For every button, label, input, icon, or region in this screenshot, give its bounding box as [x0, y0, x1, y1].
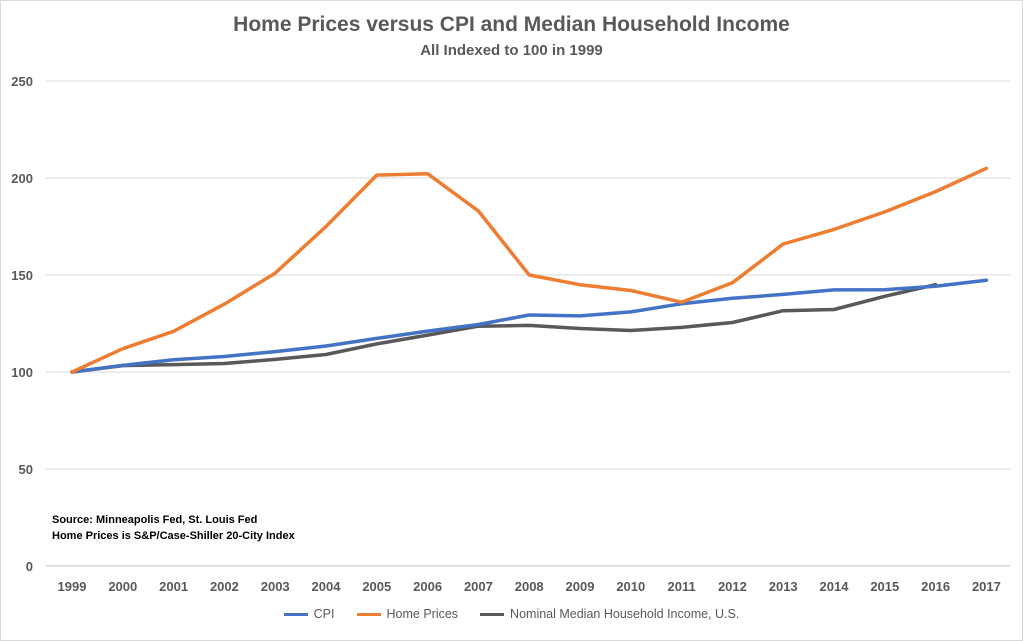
x-tick-label: 2011	[667, 579, 695, 594]
x-tick-label: 2006	[413, 579, 442, 594]
x-tick-label: 2015	[870, 579, 899, 594]
legend-item-income: Nominal Median Household Income, U.S.	[480, 607, 739, 621]
legend-label-cpi: CPI	[313, 607, 335, 621]
source-annotation: Source: Minneapolis Fed, St. Louis Fed H…	[52, 512, 295, 544]
x-tick-label: 2009	[566, 579, 595, 594]
x-tick-label: 2002	[210, 579, 239, 594]
x-tick-label: 2003	[261, 579, 290, 594]
legend-swatch-home-prices	[356, 612, 381, 616]
y-tick-label: 250	[11, 74, 33, 89]
x-tick-label: 2016	[921, 579, 950, 594]
legend-item-home-prices: Home Prices	[356, 607, 459, 621]
chart-title: Home Prices versus CPI and Median Househ…	[233, 13, 790, 36]
legend-swatch-income	[480, 612, 505, 616]
series-line-home-prices	[70, 166, 989, 374]
legend: CPI Home Prices Nominal Median Household…	[0, 607, 1023, 621]
series-line-nominal-median-household-income-u-s	[70, 282, 938, 374]
x-tick-label: 2014	[820, 579, 850, 594]
y-tick-label: 0	[26, 559, 33, 574]
x-tick-label: 2004	[312, 579, 342, 594]
x-tick-label: 2001	[159, 579, 188, 594]
legend-label-home-prices: Home Prices	[386, 607, 459, 621]
x-tick-label: 2013	[769, 579, 798, 594]
chart-subtitle: All Indexed to 100 in 1999	[420, 42, 603, 59]
series-line-cpi	[70, 278, 989, 374]
y-tick-label: 50	[19, 462, 33, 477]
legend-item-cpi: CPI	[283, 607, 335, 621]
y-tick-label: 100	[11, 365, 33, 380]
source-line-2: Home Prices is S&P/Case-Shiller 20-City …	[52, 530, 295, 542]
legend-swatch-cpi	[283, 612, 308, 616]
legend-label-income: Nominal Median Household Income, U.S.	[510, 607, 740, 621]
x-tick-label: 2017	[972, 579, 1001, 594]
source-line-1: Source: Minneapolis Fed, St. Louis Fed	[52, 514, 258, 526]
x-tick-label: 2007	[464, 579, 493, 594]
x-tick-label: 2005	[362, 579, 391, 594]
x-tick-label: 2000	[108, 579, 137, 594]
y-tick-label: 200	[11, 171, 33, 186]
x-tick-label: 2012	[718, 579, 747, 594]
x-tick-label: 2010	[616, 579, 645, 594]
y-tick-label: 150	[11, 268, 33, 283]
x-tick-label: 1999	[58, 579, 87, 594]
x-tick-label: 2008	[515, 579, 544, 594]
